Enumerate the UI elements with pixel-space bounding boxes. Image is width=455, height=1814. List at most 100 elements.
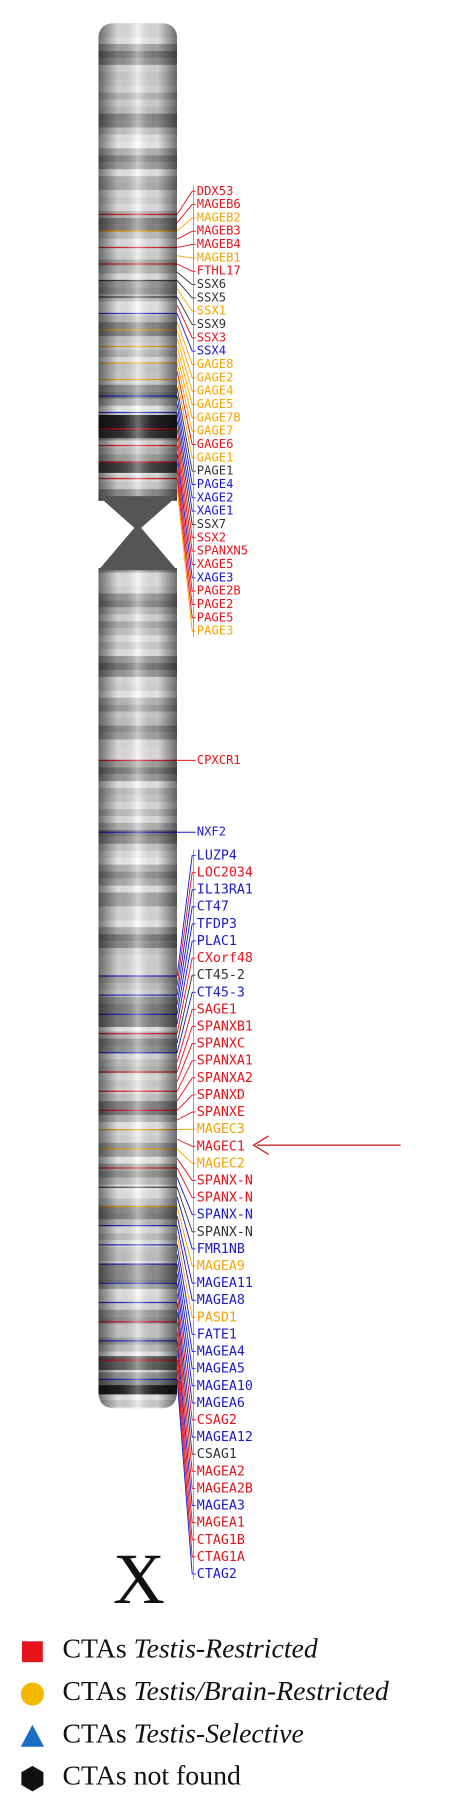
legend-label: CTAs Testis/Brain-Restricted [63, 1676, 389, 1707]
legend-label: CTAs Testis-Selective [63, 1719, 304, 1750]
gene-label: PLAC1 [197, 934, 237, 949]
gene-label: MAGEA9 [197, 1259, 245, 1274]
gene-label: SPANX-N [197, 1208, 253, 1223]
gene-label: MAGEA5 [197, 1362, 245, 1377]
gene-label: IL13RA1 [197, 883, 253, 898]
leader-line [176, 872, 196, 986]
arrow-head [252, 1135, 269, 1156]
legend-space [127, 1719, 134, 1750]
leader-line [176, 445, 196, 565]
leader-line [176, 338, 196, 392]
gene-label: FMR1NB [197, 1242, 245, 1257]
leader-line [176, 321, 196, 366]
gene-label: MAGEA8 [197, 1293, 245, 1308]
legend-text: CTAs [63, 1676, 127, 1707]
leader-line [176, 1138, 196, 1147]
leader-line [176, 362, 196, 432]
leader-line [176, 288, 196, 312]
leader-line [176, 470, 196, 605]
leader-line [176, 428, 196, 539]
leader-line [176, 1283, 196, 1404]
gene-label: MAGEA6 [197, 1396, 245, 1411]
gene-label: FATE1 [197, 1327, 237, 1342]
leader-line [176, 296, 196, 326]
leader-line [176, 957, 196, 1034]
leader-line [177, 244, 196, 248]
gene-label: XAGE3 [197, 570, 234, 584]
leader-line [176, 1350, 196, 1524]
leader-line [176, 280, 196, 299]
gene-label: MAGEA2B [197, 1481, 253, 1496]
legend-marker [20, 1682, 44, 1706]
leader-line [176, 453, 196, 579]
legend-marker [21, 1765, 44, 1792]
leader-line [176, 412, 196, 512]
leader-line [176, 1111, 196, 1121]
chromosome-label: X [113, 1539, 165, 1619]
gene-label: CT45-3 [197, 985, 245, 1000]
leader-line [176, 478, 196, 619]
gene-label: GAGE6 [197, 437, 234, 451]
leader-line [176, 854, 196, 977]
leader-line [176, 346, 196, 405]
leader-line [176, 420, 196, 525]
leader-line [176, 1273, 196, 1387]
leader-line [176, 1043, 196, 1082]
gene-label: SSX4 [197, 344, 226, 358]
gene-label: MAGEC3 [197, 1122, 245, 1137]
centromere-bottom [98, 523, 178, 571]
legend-text: CTAs [63, 1634, 127, 1665]
gene-label: LUZP4 [197, 848, 237, 863]
gene-label: GAGE7B [197, 410, 241, 424]
gene-label: SAGE1 [197, 1002, 237, 1017]
leader-line [176, 190, 196, 215]
gene-label: LOC2034 [197, 866, 253, 881]
gene-label: MAGEB3 [197, 224, 241, 238]
gene-label: MAGEA11 [197, 1276, 253, 1291]
gene-label: CTAG2 [197, 1567, 237, 1582]
gene-label: MAGEB2 [197, 210, 241, 224]
leader-line [176, 271, 196, 286]
leader-line [176, 1026, 196, 1073]
leader-line [176, 889, 196, 996]
centromere-top [98, 496, 178, 531]
gene-label: GAGE4 [197, 384, 234, 398]
gene-label: DDX53 [197, 184, 234, 198]
gene-label: FTHL17 [197, 264, 241, 278]
gene-label: GAGE7 [197, 424, 234, 438]
legend-text: CTAs not found [63, 1761, 241, 1792]
leader-line [176, 217, 196, 232]
leader-line [176, 1235, 196, 1318]
legend-text: CTAs [63, 1719, 127, 1750]
gene-label: SPANXC [197, 1037, 245, 1052]
leader-line [176, 1264, 196, 1370]
leader-line [176, 379, 196, 459]
gene-label: SPANXE [197, 1105, 245, 1120]
gene-label: PAGE1 [197, 464, 234, 478]
gene-label: MAGEB4 [197, 237, 241, 251]
gene-label: CTAG1A [197, 1550, 245, 1565]
gene-label: SPANXA1 [197, 1054, 253, 1069]
legend-space [127, 1634, 134, 1665]
leader-line [176, 1360, 196, 1541]
gene-label: SPANX-N [197, 1225, 253, 1240]
leader-line [176, 1379, 196, 1575]
leader-line [177, 255, 196, 259]
leader-line [176, 395, 196, 485]
gene-label: SSX7 [197, 517, 226, 531]
gene-label: SSX6 [197, 277, 226, 291]
leader-line [176, 1196, 196, 1250]
legend-emphasis: Testis/Brain-Restricted [134, 1676, 389, 1707]
gene-label: MAGEA4 [197, 1345, 245, 1360]
leader-line [176, 1206, 196, 1267]
leader-line [176, 371, 196, 445]
leader-line [176, 486, 196, 632]
leader-line [176, 1312, 196, 1455]
gene-label: CT47 [197, 900, 229, 915]
gene-label: CTAG1B [197, 1533, 245, 1548]
leader-line [176, 1254, 196, 1353]
gene-label: XAGE2 [197, 490, 234, 504]
gene-label: PAGE3 [197, 624, 234, 638]
leader-line [176, 1148, 196, 1164]
leader-line [176, 354, 196, 419]
